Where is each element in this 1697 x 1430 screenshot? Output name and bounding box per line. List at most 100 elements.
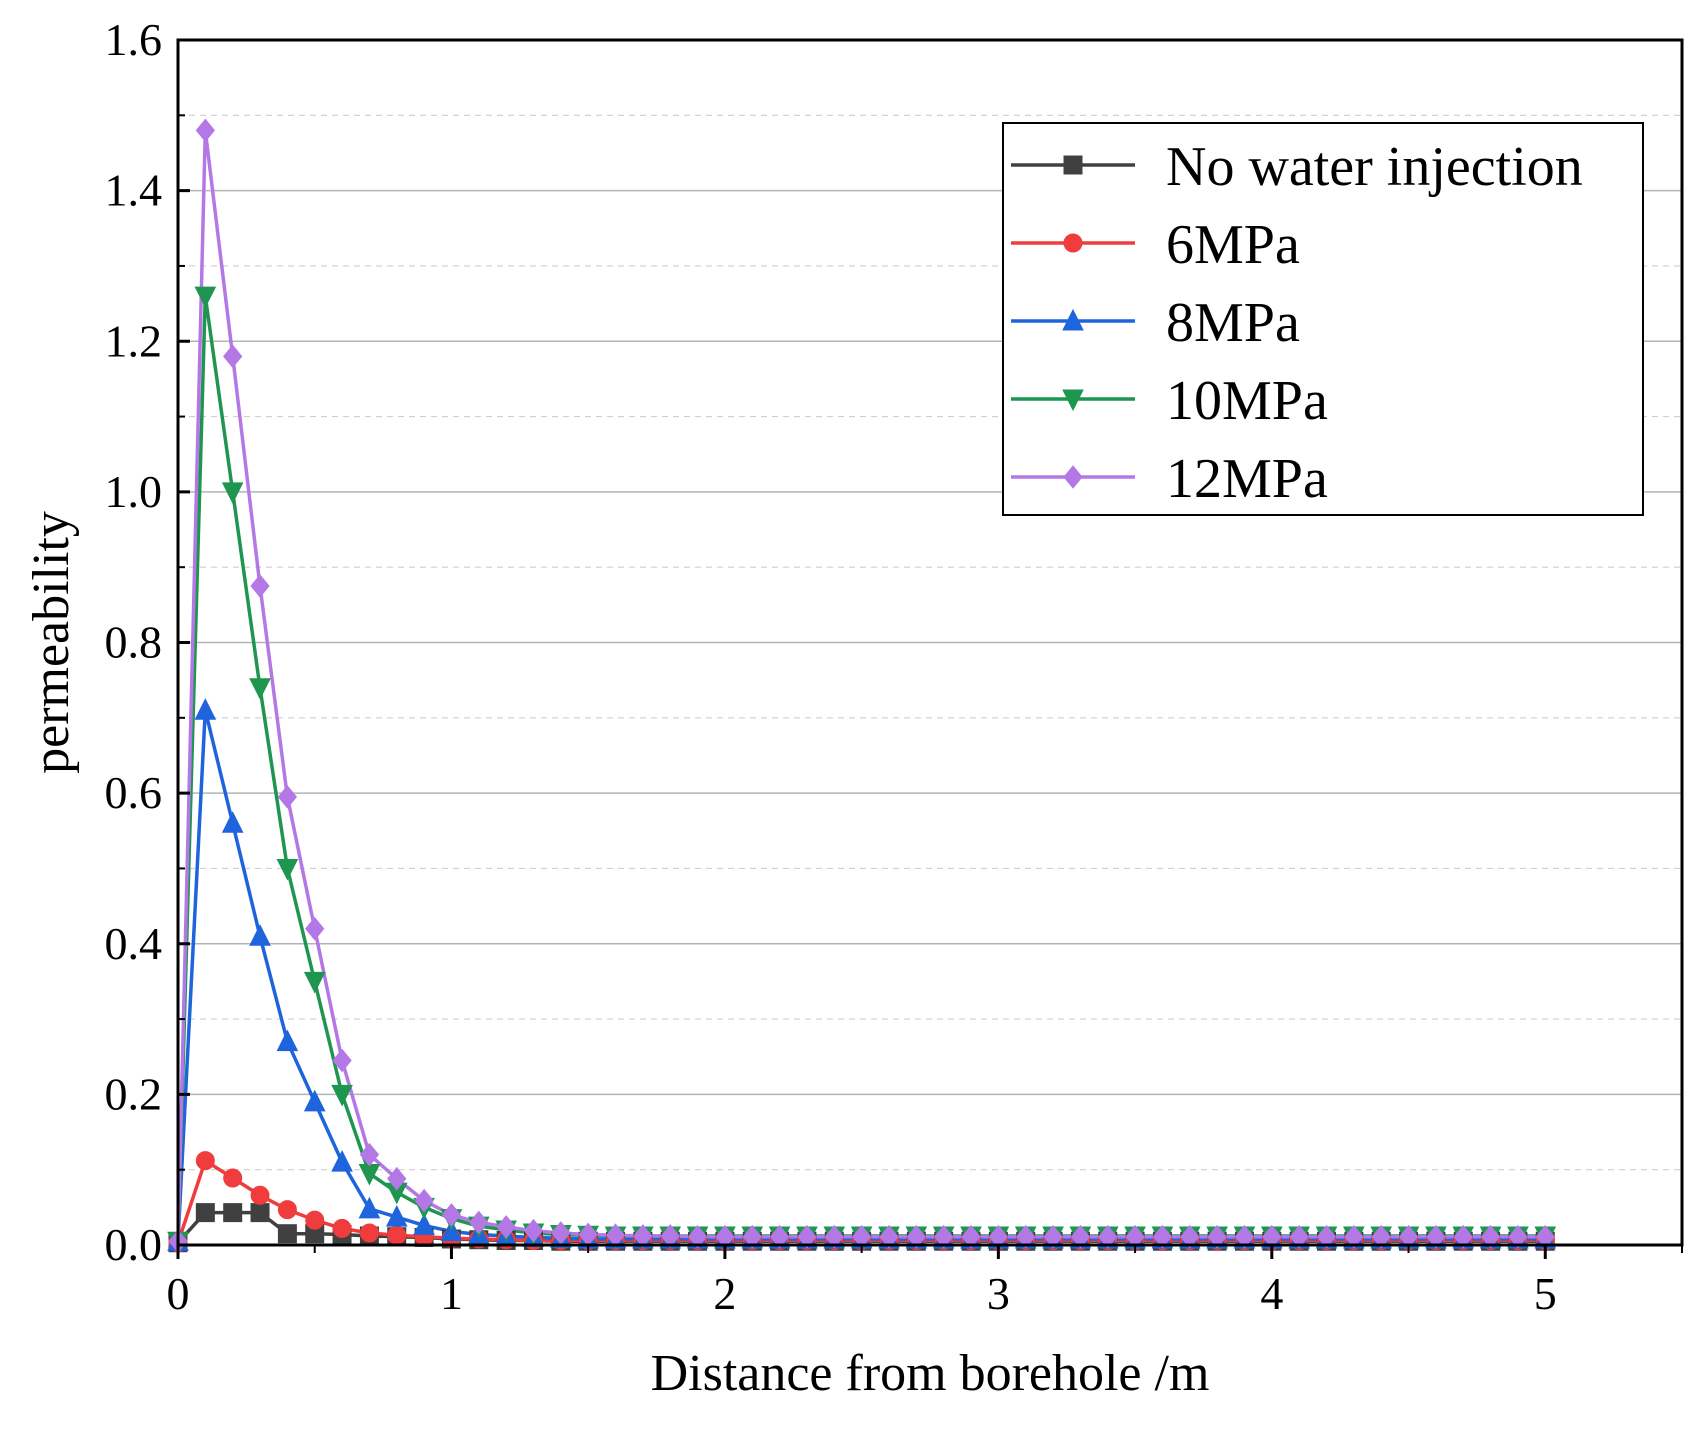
- point-8mpa: [385, 1205, 408, 1227]
- point-8mpa: [276, 1029, 299, 1052]
- point-6mpa: [387, 1225, 407, 1245]
- point-12mpa: [906, 1224, 926, 1249]
- point-12mpa: [1098, 1224, 1118, 1249]
- x-tick-label: 0: [167, 1268, 190, 1319]
- y-tick-label: 1.2: [105, 315, 163, 366]
- point-12mpa: [687, 1224, 708, 1249]
- point-12mpa: [1070, 1224, 1091, 1249]
- point-12mpa: [277, 785, 298, 809]
- point-8mpa: [221, 811, 244, 833]
- point-12mpa: [250, 574, 270, 598]
- point-8mpa: [303, 1089, 326, 1112]
- point-10mpa: [276, 858, 299, 881]
- point-12mpa: [1316, 1224, 1337, 1249]
- point-6mpa: [332, 1218, 352, 1238]
- y-tick-label: 0.4: [105, 918, 163, 969]
- x-tick-label: 5: [1534, 1268, 1557, 1319]
- point-6mpa: [250, 1185, 270, 1205]
- y-tick-label: 0.2: [105, 1068, 163, 1119]
- legend-marker-10mpa: [1062, 389, 1084, 412]
- x-tick-label: 1: [440, 1268, 463, 1319]
- point-12mpa: [660, 1224, 680, 1248]
- x-tick-label: 2: [713, 1268, 736, 1319]
- legend: No water injection 6MPa 8MPa 10MPa 12MPa: [1002, 122, 1644, 516]
- point-12mpa: [332, 1048, 352, 1073]
- legend-label-6mpa: 6MPa: [1166, 214, 1300, 276]
- point-8mpa: [249, 924, 271, 946]
- legend-marker-12mpa: [1063, 465, 1083, 489]
- x-tick-label: 4: [1260, 1268, 1283, 1319]
- point-12mpa: [1480, 1224, 1501, 1249]
- point-8mpa: [358, 1196, 381, 1219]
- y-tick-label: 1.0: [105, 466, 163, 517]
- point-no-water-injection: [223, 1203, 243, 1223]
- point-12mpa: [1508, 1224, 1528, 1249]
- point-12mpa: [742, 1224, 762, 1249]
- point-12mpa: [1180, 1224, 1200, 1249]
- legend-box: [1002, 122, 1644, 516]
- y-tick-label: 1.6: [105, 14, 163, 65]
- x-axis-title: Distance from borehole /m: [651, 1345, 1210, 1402]
- point-12mpa: [1234, 1224, 1255, 1249]
- point-no-water-injection: [195, 1203, 215, 1223]
- point-10mpa: [303, 971, 326, 994]
- point-no-water-injection: [277, 1224, 297, 1244]
- point-12mpa: [1344, 1224, 1364, 1249]
- point-12mpa: [496, 1215, 516, 1239]
- point-6mpa: [195, 1151, 215, 1171]
- y-tick-label: 0.6: [105, 767, 163, 818]
- point-12mpa: [824, 1224, 844, 1249]
- point-10mpa: [221, 482, 244, 504]
- point-12mpa: [523, 1218, 544, 1243]
- legend-marker-8mpa: [1062, 308, 1084, 331]
- point-10mpa: [194, 286, 217, 309]
- point-10mpa: [331, 1084, 353, 1107]
- grid-lines: [178, 114, 1682, 1171]
- point-no-water-injection: [250, 1203, 270, 1223]
- point-12mpa: [1426, 1224, 1446, 1249]
- point-12mpa: [469, 1210, 489, 1235]
- point-6mpa: [305, 1210, 325, 1230]
- legend-label-no-water-injection: No water injection: [1166, 136, 1583, 198]
- point-12mpa: [1453, 1224, 1473, 1249]
- point-12mpa: [934, 1224, 954, 1249]
- y-tick-label: 0.0: [105, 1219, 163, 1270]
- point-12mpa: [1043, 1224, 1063, 1249]
- point-12mpa: [769, 1224, 790, 1249]
- point-12mpa: [1207, 1224, 1227, 1249]
- point-12mpa: [797, 1224, 817, 1249]
- legend-label-8mpa: 8MPa: [1166, 292, 1300, 354]
- axis-ticks: [176, 38, 1683, 1259]
- y-axis-title: permeability: [23, 511, 80, 774]
- point-12mpa: [223, 344, 243, 369]
- legend-label-10mpa: 10MPa: [1166, 370, 1328, 432]
- point-12mpa: [1016, 1224, 1036, 1249]
- point-6mpa: [223, 1168, 243, 1188]
- y-tick-label: 0.8: [105, 617, 163, 668]
- point-12mpa: [1289, 1224, 1309, 1249]
- point-12mpa: [359, 1142, 380, 1167]
- legend-marker-no-water-injection: [1063, 155, 1083, 175]
- point-6mpa: [277, 1200, 297, 1220]
- legend-marker-6mpa: [1063, 233, 1083, 253]
- point-12mpa: [414, 1188, 434, 1213]
- point-6mpa: [359, 1223, 379, 1243]
- point-8mpa: [194, 698, 217, 720]
- point-12mpa: [1371, 1224, 1391, 1249]
- point-12mpa: [961, 1224, 981, 1249]
- point-12mpa: [441, 1203, 462, 1227]
- point-12mpa: [1152, 1224, 1173, 1249]
- point-8mpa: [331, 1150, 353, 1172]
- x-tick-label: 3: [987, 1268, 1010, 1319]
- y-tick-label: 1.4: [105, 165, 163, 216]
- legend-label-12mpa: 12MPa: [1166, 448, 1328, 510]
- axis-tick-labels: 0.0 0.2 0.4 0.6 0.8 1.0 1.2 1.4 1.6 0 1 2 3 4 5: [105, 14, 1557, 1319]
- point-12mpa: [633, 1224, 653, 1248]
- point-12mpa: [387, 1166, 407, 1191]
- point-12mpa: [305, 916, 325, 941]
- point-8mpa: [413, 1213, 435, 1235]
- point-12mpa: [879, 1224, 899, 1249]
- point-12mpa: [195, 118, 215, 143]
- point-10mpa: [249, 678, 271, 700]
